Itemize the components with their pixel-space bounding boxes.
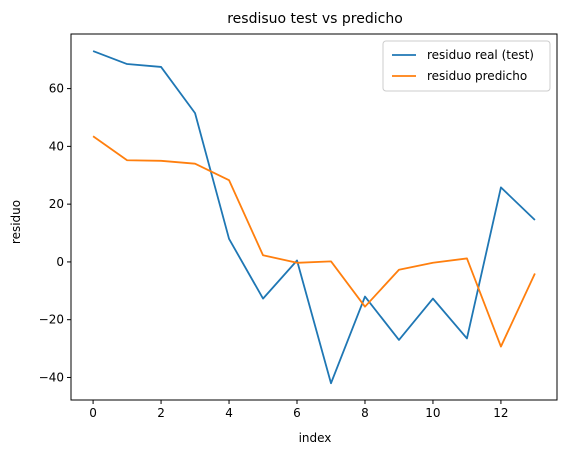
plot-frame bbox=[70, 33, 558, 401]
chart-title: resdisuo test vs predicho bbox=[227, 11, 403, 27]
y-axis-label: residuo bbox=[9, 200, 23, 244]
x-tick-label: 12 bbox=[493, 406, 508, 420]
y-tick-label: −20 bbox=[39, 313, 64, 327]
y-tick-label: 20 bbox=[49, 197, 64, 211]
x-tick-label: 8 bbox=[361, 406, 369, 420]
x-axis: 0 2 4 6 8 10 12 bbox=[89, 400, 509, 420]
x-tick-label: 10 bbox=[425, 406, 440, 420]
plot-area bbox=[70, 33, 558, 401]
y-tick-label: 40 bbox=[49, 139, 64, 153]
y-tick-label: 60 bbox=[49, 82, 64, 96]
x-tick-label: 4 bbox=[225, 406, 233, 420]
legend: residuo real (test) residuo predicho bbox=[382, 40, 551, 92]
x-tick-label: 6 bbox=[293, 406, 301, 420]
x-axis-label: index bbox=[299, 431, 332, 445]
y-axis: −40 −20 0 20 40 60 bbox=[39, 82, 71, 384]
y-tick-label: 0 bbox=[56, 255, 64, 269]
series-line-1 bbox=[92, 50, 536, 385]
legend-label-2: residuo predicho bbox=[427, 69, 527, 83]
x-tick-label: 0 bbox=[89, 406, 97, 420]
x-tick-label: 2 bbox=[157, 406, 165, 420]
series-line-2 bbox=[92, 135, 536, 348]
y-tick-label: −40 bbox=[39, 370, 64, 384]
legend-box bbox=[382, 40, 551, 92]
legend-label-1: residuo real (test) bbox=[427, 48, 534, 62]
